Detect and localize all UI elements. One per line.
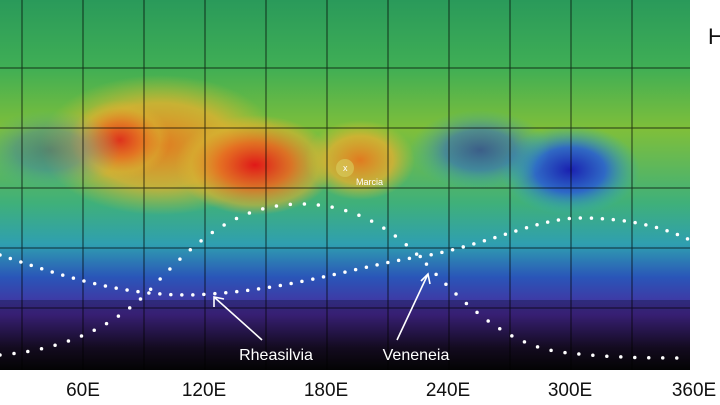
marcia-crater <box>336 159 354 177</box>
feature-marker: x <box>343 163 348 173</box>
feature-label: Rheasilvia <box>239 347 313 364</box>
legend-title: H <box>708 24 720 49</box>
longitude-label: 60E <box>66 380 100 401</box>
longitude-label: 240E <box>426 380 470 401</box>
rheasilvia-rim <box>0 216 692 297</box>
lowland <box>0 110 120 190</box>
feature-label: Marcia <box>356 177 383 187</box>
shadow <box>0 300 690 370</box>
veneneia-rim <box>0 202 692 360</box>
lowland <box>410 110 550 190</box>
feature-label: Veneneia <box>383 347 450 364</box>
longitude-label: 360E <box>672 380 716 401</box>
arrows <box>213 272 431 341</box>
graticule <box>0 0 690 370</box>
longitude-label: 180E <box>304 380 348 401</box>
longitude-label: 120E <box>182 380 226 401</box>
longitude-label: 300E <box>548 380 592 401</box>
highland <box>175 115 335 215</box>
